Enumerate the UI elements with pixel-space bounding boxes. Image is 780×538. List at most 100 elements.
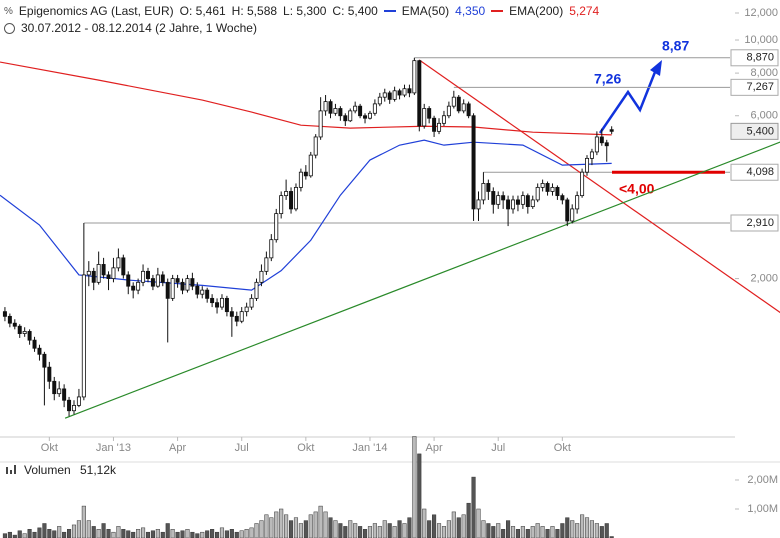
x-tick-label: Jul bbox=[491, 442, 505, 454]
volume-bar bbox=[288, 520, 294, 538]
candle-body bbox=[422, 108, 427, 127]
volume-bar bbox=[32, 531, 37, 538]
volume-bar bbox=[96, 529, 101, 538]
volume-bar bbox=[205, 530, 210, 538]
volume-bar bbox=[481, 520, 486, 538]
level-box bbox=[730, 49, 779, 67]
volume-bar bbox=[145, 531, 151, 538]
volume-bar bbox=[254, 523, 259, 538]
candle-body bbox=[293, 186, 298, 210]
annotation: <4,00 bbox=[619, 181, 655, 197]
volume-bar bbox=[358, 526, 363, 538]
candle-body bbox=[219, 297, 224, 308]
volume-bar bbox=[545, 529, 550, 538]
candle-body bbox=[224, 297, 229, 313]
volume-bar bbox=[446, 520, 451, 538]
candle-body bbox=[328, 101, 333, 114]
x-tick-label: Apr bbox=[169, 442, 186, 454]
volume-bar bbox=[12, 534, 17, 538]
candle-body bbox=[111, 267, 116, 279]
volume-bar bbox=[284, 514, 289, 538]
candle-body bbox=[609, 129, 614, 132]
legend-name: EMA(200) bbox=[509, 4, 564, 18]
candle-body bbox=[249, 297, 254, 308]
volume-bar bbox=[298, 523, 303, 538]
volume-bar bbox=[141, 527, 146, 538]
volume-bar bbox=[471, 476, 476, 538]
y-tick-label: 12,000 bbox=[744, 7, 778, 19]
candle-body bbox=[269, 239, 274, 259]
legend: % Epigenomics AG (Last, EUR) O: 5,461 H:… bbox=[4, 4, 599, 18]
volume-bar bbox=[116, 526, 121, 538]
ohlc-high: H: 5,588 bbox=[231, 4, 278, 18]
volume-bar bbox=[229, 529, 234, 538]
ema-line bbox=[0, 61, 612, 136]
volume-bar bbox=[22, 533, 27, 538]
candle-body bbox=[175, 278, 180, 283]
volume-bar bbox=[308, 514, 313, 538]
candle-body bbox=[303, 171, 308, 177]
volume-bar bbox=[131, 531, 136, 538]
volume-bar bbox=[427, 520, 432, 538]
volume-bar bbox=[279, 508, 284, 538]
price-label: 5,400 bbox=[746, 125, 774, 137]
candle-body bbox=[580, 171, 585, 197]
volume-bar bbox=[293, 517, 299, 538]
candle-body bbox=[550, 186, 555, 192]
volume-value: 51,12k bbox=[80, 463, 117, 477]
candle-body bbox=[525, 195, 530, 208]
candle-body bbox=[432, 117, 437, 132]
arrow-head bbox=[650, 60, 662, 76]
candle-body bbox=[81, 274, 86, 398]
y-tick-label: 6,000 bbox=[750, 110, 778, 122]
candle-body bbox=[348, 110, 353, 122]
logo: % bbox=[4, 5, 13, 17]
volume-bar bbox=[604, 523, 609, 538]
volume-bar bbox=[565, 517, 570, 538]
volume-bar bbox=[313, 511, 318, 538]
period: 30.07.2012 - 08.12.2014 (2 Jahre, 1 Woch… bbox=[21, 21, 257, 35]
candle-body bbox=[17, 325, 22, 334]
volume-bar bbox=[165, 523, 170, 538]
legend-value-label: 4,350 bbox=[455, 4, 486, 18]
volume-bar bbox=[323, 511, 328, 538]
volume-bar bbox=[239, 530, 244, 538]
legend-name: EMA(50) bbox=[401, 4, 450, 18]
candle-body bbox=[387, 92, 392, 100]
volume-bar bbox=[584, 517, 590, 538]
volume-bar bbox=[575, 523, 580, 538]
candle-body bbox=[200, 289, 205, 295]
volume-bar bbox=[353, 523, 358, 538]
candle-body bbox=[333, 108, 338, 114]
candle-body bbox=[318, 110, 323, 138]
candle-body bbox=[358, 105, 363, 117]
candle-body bbox=[229, 311, 234, 317]
candle-body bbox=[437, 122, 442, 132]
candle-body bbox=[585, 157, 590, 173]
volume-bar bbox=[530, 526, 535, 538]
candle-body bbox=[545, 183, 550, 192]
volume-bar bbox=[42, 523, 47, 538]
candle-body bbox=[604, 142, 609, 147]
candle-body bbox=[259, 270, 264, 283]
candle-body bbox=[382, 92, 387, 98]
candle-body bbox=[274, 213, 279, 241]
candle-body bbox=[402, 88, 407, 96]
candle-body bbox=[141, 270, 146, 283]
volume-bar bbox=[303, 520, 308, 538]
volume-bar bbox=[486, 523, 491, 538]
candle-body bbox=[62, 388, 67, 401]
candle-body bbox=[185, 278, 190, 291]
ohlc-open: O: 5,461 bbox=[179, 4, 226, 18]
volume-bar bbox=[27, 529, 32, 538]
candle-body bbox=[22, 331, 27, 334]
candle-body bbox=[446, 105, 451, 117]
candle-body bbox=[86, 270, 91, 276]
candle-body bbox=[47, 366, 52, 382]
volume-bar bbox=[367, 526, 373, 538]
volume-title: Volumen bbox=[24, 463, 71, 477]
candle-body bbox=[12, 322, 17, 327]
volume-bar bbox=[210, 529, 215, 538]
volume-bar bbox=[580, 514, 585, 538]
